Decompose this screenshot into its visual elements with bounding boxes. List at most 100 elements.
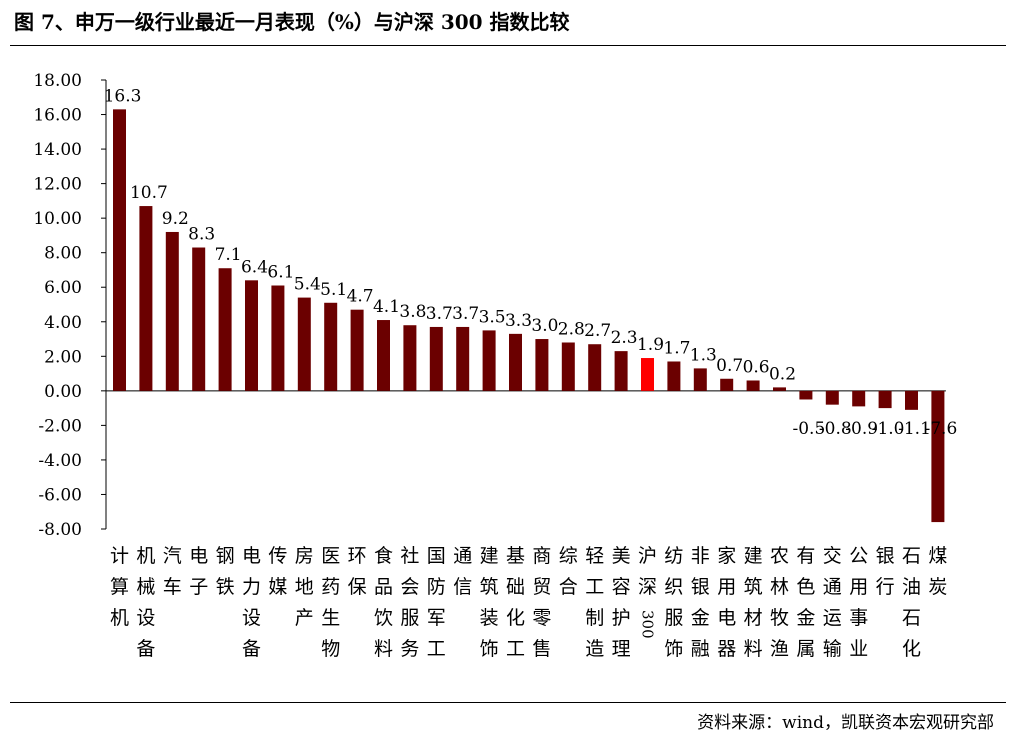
bar-value-label: 0.6 — [743, 357, 770, 377]
bar — [192, 247, 206, 391]
bar — [878, 390, 892, 409]
y-axis: 18.00 16.00 14.00 12.00 10.00 8.00 6.00 4.00 2.0… — [33, 71, 946, 540]
bar — [799, 390, 813, 400]
bar-value-label: 1.3 — [690, 345, 717, 365]
bar-value-label: 4.1 — [373, 297, 400, 317]
bar-value-label: 0.2 — [769, 364, 796, 384]
category-label: 纺织服饰 — [664, 545, 683, 660]
category-label: 商贸零售 — [532, 545, 551, 660]
y-tick-label: 14.00 — [33, 140, 82, 160]
bar — [113, 109, 126, 391]
bar — [614, 351, 628, 391]
category-label: 建筑材料 — [744, 545, 763, 660]
category-label: 社会服务 — [400, 545, 419, 660]
category-label: 房地产 — [295, 545, 314, 629]
bar — [746, 380, 760, 391]
bar-value-label: 6.4 — [241, 257, 268, 277]
category-label: 建筑装饰 — [480, 545, 499, 660]
category-label: 机械设备 — [136, 545, 155, 660]
category-label: 电力设备 — [242, 545, 261, 660]
bar — [165, 231, 179, 391]
y-tick-label: 16.00 — [33, 106, 82, 126]
bar — [509, 333, 522, 391]
bar-value-label: 1.9 — [637, 335, 664, 355]
category-label: 石油石化 — [902, 545, 921, 660]
y-tick-label: -4.00 — [38, 451, 82, 471]
bar — [588, 344, 602, 391]
category-label-number: 300 — [639, 610, 657, 639]
bar — [931, 390, 945, 523]
category-label: 综合 — [559, 545, 578, 598]
bar — [218, 268, 232, 391]
category-label: 电子 — [189, 545, 208, 598]
category-label: 银行 — [876, 545, 895, 598]
bar-value-label: 3.3 — [505, 311, 532, 331]
category-label: 交通运输 — [823, 545, 842, 660]
category-label: 国防军工 — [427, 545, 446, 660]
category-label: 美容护理 — [612, 545, 631, 660]
bar-chart: 18.00 16.00 14.00 12.00 10.00 8.00 6.00 4.00 2.0… — [33, 71, 958, 660]
category-label: 计算机 — [110, 545, 129, 629]
bar-value-label: 2.7 — [584, 321, 611, 341]
category-label: 食品饮料 — [374, 545, 393, 660]
category-label: 环保 — [348, 545, 367, 598]
bar-value-label: 3.8 — [399, 302, 426, 322]
y-tick-label: 6.00 — [44, 278, 82, 298]
bar-value-label: 3.5 — [479, 307, 506, 327]
bar — [720, 378, 734, 391]
bar — [561, 342, 575, 391]
source-note: 资料来源：wind，凯联资本宏观研究部 — [697, 713, 994, 733]
category-label: 基础化工 — [506, 545, 525, 660]
bar-value-label: 5.4 — [294, 275, 321, 295]
bar — [482, 330, 496, 391]
bar-value-label: 6.1 — [267, 263, 294, 283]
bar-value-label: 1.7 — [663, 338, 690, 358]
category-label: 农林牧渔 — [770, 545, 789, 660]
bar — [773, 387, 786, 391]
top-rule — [10, 45, 1006, 46]
y-tick-label: -2.00 — [38, 416, 82, 436]
bar-value-label: 10.7 — [130, 183, 168, 203]
category-label: 非银金融 — [691, 545, 710, 660]
y-tick-label: 12.00 — [33, 175, 82, 195]
bar — [350, 309, 364, 391]
bar — [667, 361, 681, 391]
bar — [324, 302, 338, 391]
category-label: 有色金属 — [796, 545, 815, 660]
bar-value-label: 4.7 — [347, 287, 374, 307]
bar — [852, 390, 866, 407]
bar-value-label: -1.0 — [872, 419, 905, 439]
bar — [429, 326, 443, 391]
bar — [377, 320, 390, 391]
bar — [245, 280, 258, 391]
y-tick-label: 18.00 — [33, 71, 82, 91]
bar-value-label: 2.3 — [611, 328, 638, 348]
category-label: 沪深 — [638, 545, 657, 598]
bar-value-label: -0.5 — [793, 419, 826, 439]
bar — [693, 368, 707, 391]
bar-value-label: -7.6 — [925, 419, 958, 439]
category-label: 汽车 — [163, 545, 182, 598]
bar — [905, 390, 918, 410]
y-tick-label: 2.00 — [44, 347, 82, 367]
y-tick-label: 4.00 — [44, 313, 82, 333]
bar-value-label: 3.7 — [426, 304, 453, 324]
category-label: 传媒 — [268, 545, 287, 598]
bar-value-label: 2.8 — [558, 319, 585, 339]
value-labels: 16.310.79.28.37.16.4 6.15.4 5.1 4.74.1 3.8 3.… — [104, 86, 958, 438]
bars — [113, 109, 945, 523]
bar-value-label: -0.8 — [819, 419, 852, 439]
category-labels: 计算机机械设备汽车电子钢铁电力设备传媒房地产医药生物环保食品饮料社会服务国防军工… — [110, 545, 947, 660]
bar-value-label: 3.7 — [452, 304, 479, 324]
bar-value-label: -1.1 — [898, 419, 931, 439]
y-tick-label: 0.00 — [44, 382, 82, 402]
category-label: 医药生物 — [321, 545, 340, 660]
bar-value-label: 3.0 — [531, 316, 558, 336]
bar-value-label: 9.2 — [162, 209, 189, 229]
bar — [641, 358, 654, 391]
bar — [535, 339, 549, 391]
category-label: 家用电器 — [717, 545, 736, 660]
category-label: 钢铁 — [216, 545, 235, 598]
page-title: 图 7、申万一级行业最近一月表现（%）与沪深 300 指数比较 — [14, 10, 570, 34]
y-tick-label: -8.00 — [38, 520, 82, 540]
